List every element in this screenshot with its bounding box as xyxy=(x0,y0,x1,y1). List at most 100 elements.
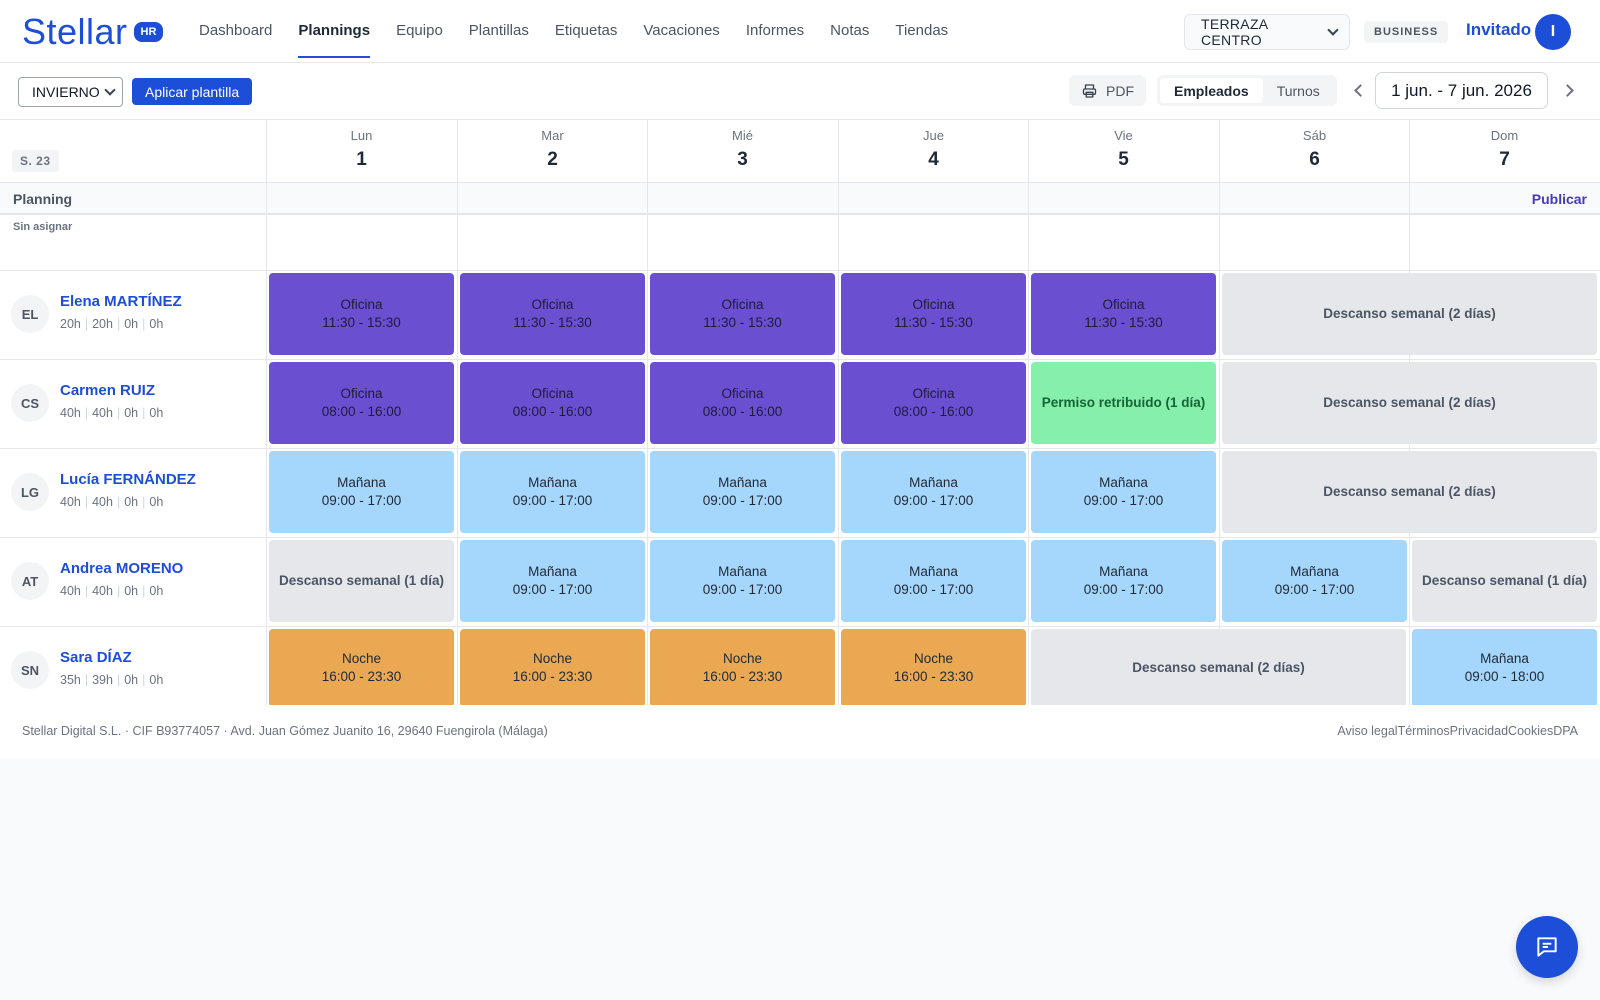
chevron-down-icon xyxy=(1327,24,1339,36)
shift-block[interactable]: Mañana 09:00 - 17:00 xyxy=(460,451,645,533)
shift-time: 08:00 - 16:00 xyxy=(321,404,402,419)
shift-title: Oficina xyxy=(912,297,955,312)
shift-block[interactable]: Oficina 08:00 - 16:00 xyxy=(841,362,1026,444)
publish-link[interactable]: Publicar xyxy=(1531,191,1587,207)
shift-block[interactable]: Mañana 09:00 - 17:00 xyxy=(1031,540,1216,622)
nav-item-plantillas[interactable]: Plantillas xyxy=(468,22,529,39)
shift-time: 08:00 - 16:00 xyxy=(893,404,974,419)
shift-title: Noche xyxy=(722,651,763,666)
store-select[interactable]: TERRAZA CENTRO xyxy=(1184,14,1350,50)
employee-name[interactable]: Lucía FERNÁNDEZ xyxy=(60,471,196,488)
shift-block[interactable]: Noche 16:00 - 23:30 xyxy=(460,629,645,705)
planning-label: Planning xyxy=(13,191,73,207)
shift-block[interactable]: Mañana 09:00 - 17:00 xyxy=(1222,540,1407,622)
nav-item-equipo[interactable]: Equipo xyxy=(396,22,443,39)
shift-block[interactable]: Noche 16:00 - 23:30 xyxy=(841,629,1026,705)
row-divider xyxy=(0,270,1600,271)
nav-item-vacaciones[interactable]: Vacaciones xyxy=(643,22,720,39)
planning-bar: Planning Publicar xyxy=(0,182,1600,214)
shift-block[interactable]: Mañana 09:00 - 17:00 xyxy=(1031,451,1216,533)
hours-separator: | xyxy=(116,673,121,687)
chat-button[interactable] xyxy=(1516,916,1578,978)
hours-separator: | xyxy=(116,406,121,420)
footer-link[interactable]: Aviso legal xyxy=(1337,724,1398,738)
leave-block[interactable]: Permiso retribuido (1 día) xyxy=(1031,362,1216,444)
footer-link[interactable]: Privacidad xyxy=(1449,724,1509,738)
shift-block[interactable]: Mañana 09:00 - 17:00 xyxy=(460,540,645,622)
shift-block[interactable]: Mañana 09:00 - 17:00 xyxy=(269,451,454,533)
rest-block[interactable]: Descanso semanal (2 días) xyxy=(1222,451,1597,533)
season-select[interactable]: INVIERNO xyxy=(18,77,123,107)
rest-block[interactable]: Descanso semanal (2 días) xyxy=(1222,273,1597,355)
shift-block[interactable]: Noche 16:00 - 23:30 xyxy=(650,629,835,705)
footer-link[interactable]: Términos xyxy=(1397,724,1450,738)
shift-block[interactable]: Oficina 08:00 - 16:00 xyxy=(269,362,454,444)
shift-block[interactable]: Mañana 09:00 - 17:00 xyxy=(841,540,1026,622)
shift-title: Permiso retribuido (1 día) xyxy=(1041,395,1206,410)
employee-name[interactable]: Elena MARTÍNEZ xyxy=(60,293,182,310)
shift-block[interactable]: Oficina 08:00 - 16:00 xyxy=(650,362,835,444)
employee-avatar: LG xyxy=(11,473,49,511)
day-header: Jue 4 xyxy=(838,128,1029,171)
hours-value: 0h xyxy=(124,673,139,687)
shift-time: 16:00 - 23:30 xyxy=(321,669,402,684)
day-number: 2 xyxy=(547,149,558,170)
shift-block[interactable]: Oficina 11:30 - 15:30 xyxy=(269,273,454,355)
rest-block[interactable]: Descanso semanal (1 día) xyxy=(269,540,454,622)
nav-item-informes[interactable]: Informes xyxy=(745,22,805,39)
shift-time: 09:00 - 17:00 xyxy=(1083,582,1164,597)
nav-item-notas[interactable]: Notas xyxy=(830,22,870,39)
shift-time: 09:00 - 17:00 xyxy=(702,493,783,508)
employee-name[interactable]: Andrea MORENO xyxy=(60,560,184,577)
employee-hours: 40h | 40h | 0h | 0h xyxy=(60,584,163,598)
shift-block[interactable]: Mañana 09:00 - 17:00 xyxy=(841,451,1026,533)
shift-block[interactable]: Mañana 09:00 - 17:00 xyxy=(650,540,835,622)
day-name: Mar xyxy=(541,128,564,143)
pdf-button[interactable]: PDF xyxy=(1069,75,1146,106)
previous-week-icon[interactable] xyxy=(1354,84,1367,97)
shift-title: Mañana xyxy=(1480,651,1529,666)
row-divider xyxy=(0,214,1600,215)
view-option-empleados[interactable]: Empleados xyxy=(1160,78,1263,103)
shift-block[interactable]: Oficina 11:30 - 15:30 xyxy=(460,273,645,355)
apply-template-button[interactable]: Aplicar plantilla xyxy=(132,78,253,105)
footer-link[interactable]: Cookies xyxy=(1508,724,1554,738)
shift-time: 09:00 - 17:00 xyxy=(512,582,593,597)
shift-block[interactable]: Oficina 08:00 - 16:00 xyxy=(460,362,645,444)
shift-block[interactable]: Oficina 11:30 - 15:30 xyxy=(841,273,1026,355)
rest-block[interactable]: Descanso semanal (1 día) xyxy=(1412,540,1597,622)
footer-link[interactable]: DPA xyxy=(1553,724,1578,738)
rest-block[interactable]: Descanso semanal (2 días) xyxy=(1222,362,1597,444)
shift-block[interactable]: Noche 16:00 - 23:30 xyxy=(269,629,454,705)
column-divider xyxy=(266,120,267,705)
nav-item-plannings[interactable]: Plannings xyxy=(285,0,383,62)
unassigned-label: Sin asignar xyxy=(13,221,73,233)
user-name[interactable]: Invitado xyxy=(1466,20,1532,39)
date-range-picker[interactable]: 1 jun. - 7 jun. 2026 xyxy=(1375,72,1548,109)
nav-item-dashboard[interactable]: Dashboard xyxy=(199,22,273,39)
chevron-down-icon xyxy=(104,84,116,96)
shift-block[interactable]: Mañana 09:00 - 17:00 xyxy=(650,451,835,533)
shift-block[interactable]: Oficina 11:30 - 15:30 xyxy=(1031,273,1216,355)
shift-block[interactable]: Oficina 11:30 - 15:30 xyxy=(650,273,835,355)
shift-title: Mañana xyxy=(1099,564,1148,579)
shift-block[interactable]: Mañana 09:00 - 18:00 xyxy=(1412,629,1597,705)
shift-time: 11:30 - 15:30 xyxy=(894,315,973,330)
day-name: Dom xyxy=(1490,128,1519,143)
hours-separator: | xyxy=(84,584,89,598)
shift-title: Mañana xyxy=(1290,564,1339,579)
rest-block[interactable]: Descanso semanal (2 días) xyxy=(1031,629,1406,705)
day-header: Mié 3 xyxy=(647,128,838,171)
user-avatar[interactable]: I xyxy=(1535,14,1571,50)
nav-item-tiendas[interactable]: Tiendas xyxy=(895,22,949,39)
view-option-turnos[interactable]: Turnos xyxy=(1276,82,1320,99)
row-divider xyxy=(0,182,1600,183)
employee-name[interactable]: Sara DÍAZ xyxy=(60,649,132,666)
hours-separator: | xyxy=(116,584,121,598)
nav-item-etiquetas[interactable]: Etiquetas xyxy=(554,22,618,39)
next-week-icon[interactable] xyxy=(1561,84,1574,97)
employee-name[interactable]: Carmen RUIZ xyxy=(60,382,156,399)
row-divider xyxy=(0,359,1600,360)
logo[interactable]: Stellar HR xyxy=(22,11,164,52)
logo-text: Stellar xyxy=(22,11,128,52)
